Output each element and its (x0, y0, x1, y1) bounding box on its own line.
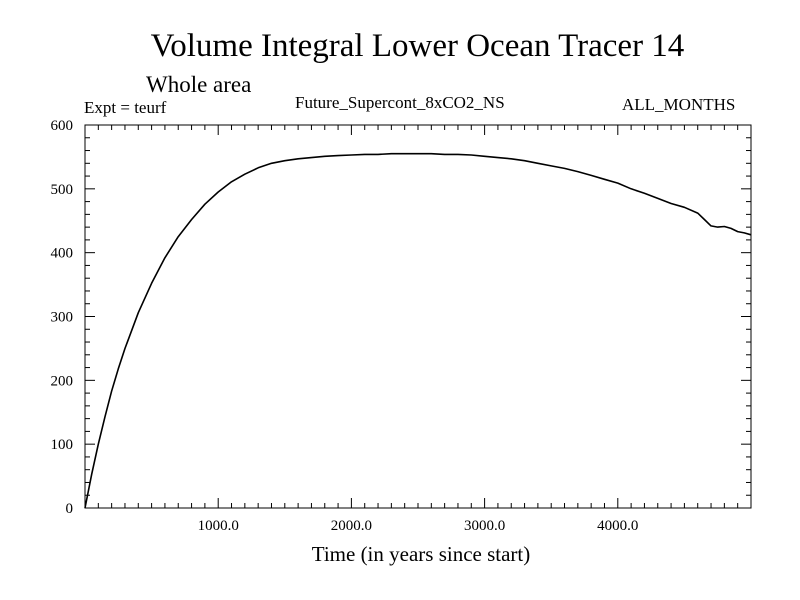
x-tick-label: 1000.0 (198, 518, 239, 534)
axis-ticks (85, 125, 751, 508)
y-tick-label: 600 (51, 118, 74, 134)
x-axis-label: Time (in years since start) (311, 542, 531, 566)
series-line (84, 152, 752, 509)
y-tick-label: 400 (51, 246, 74, 262)
run-name-label: Future_Supercont_8xCO2_NS (295, 93, 505, 112)
y-tick-label: 500 (51, 182, 74, 198)
chart-title: Volume Integral Lower Ocean Tracer 14 (150, 28, 685, 64)
chart-subtitle: Whole area (146, 72, 252, 97)
y-tick-label: 300 (51, 310, 74, 326)
y-tick-label: 0 (66, 501, 74, 517)
x-tick-label: 2000.0 (331, 518, 372, 534)
axis-tick-labels: 1000.0 2000.0 3000.0 4000.0 0 100 200 300 400 500… (51, 118, 639, 534)
x-tick-label: 3000.0 (464, 518, 505, 534)
x-tick-label: 4000.0 (597, 518, 638, 534)
months-label: ALL_MONTHS (622, 95, 736, 114)
experiment-label: Expt = teurf (84, 98, 167, 117)
y-tick-label: 200 (51, 373, 74, 389)
plot-frame (84, 124, 752, 509)
y-tick-label: 100 (51, 437, 74, 453)
